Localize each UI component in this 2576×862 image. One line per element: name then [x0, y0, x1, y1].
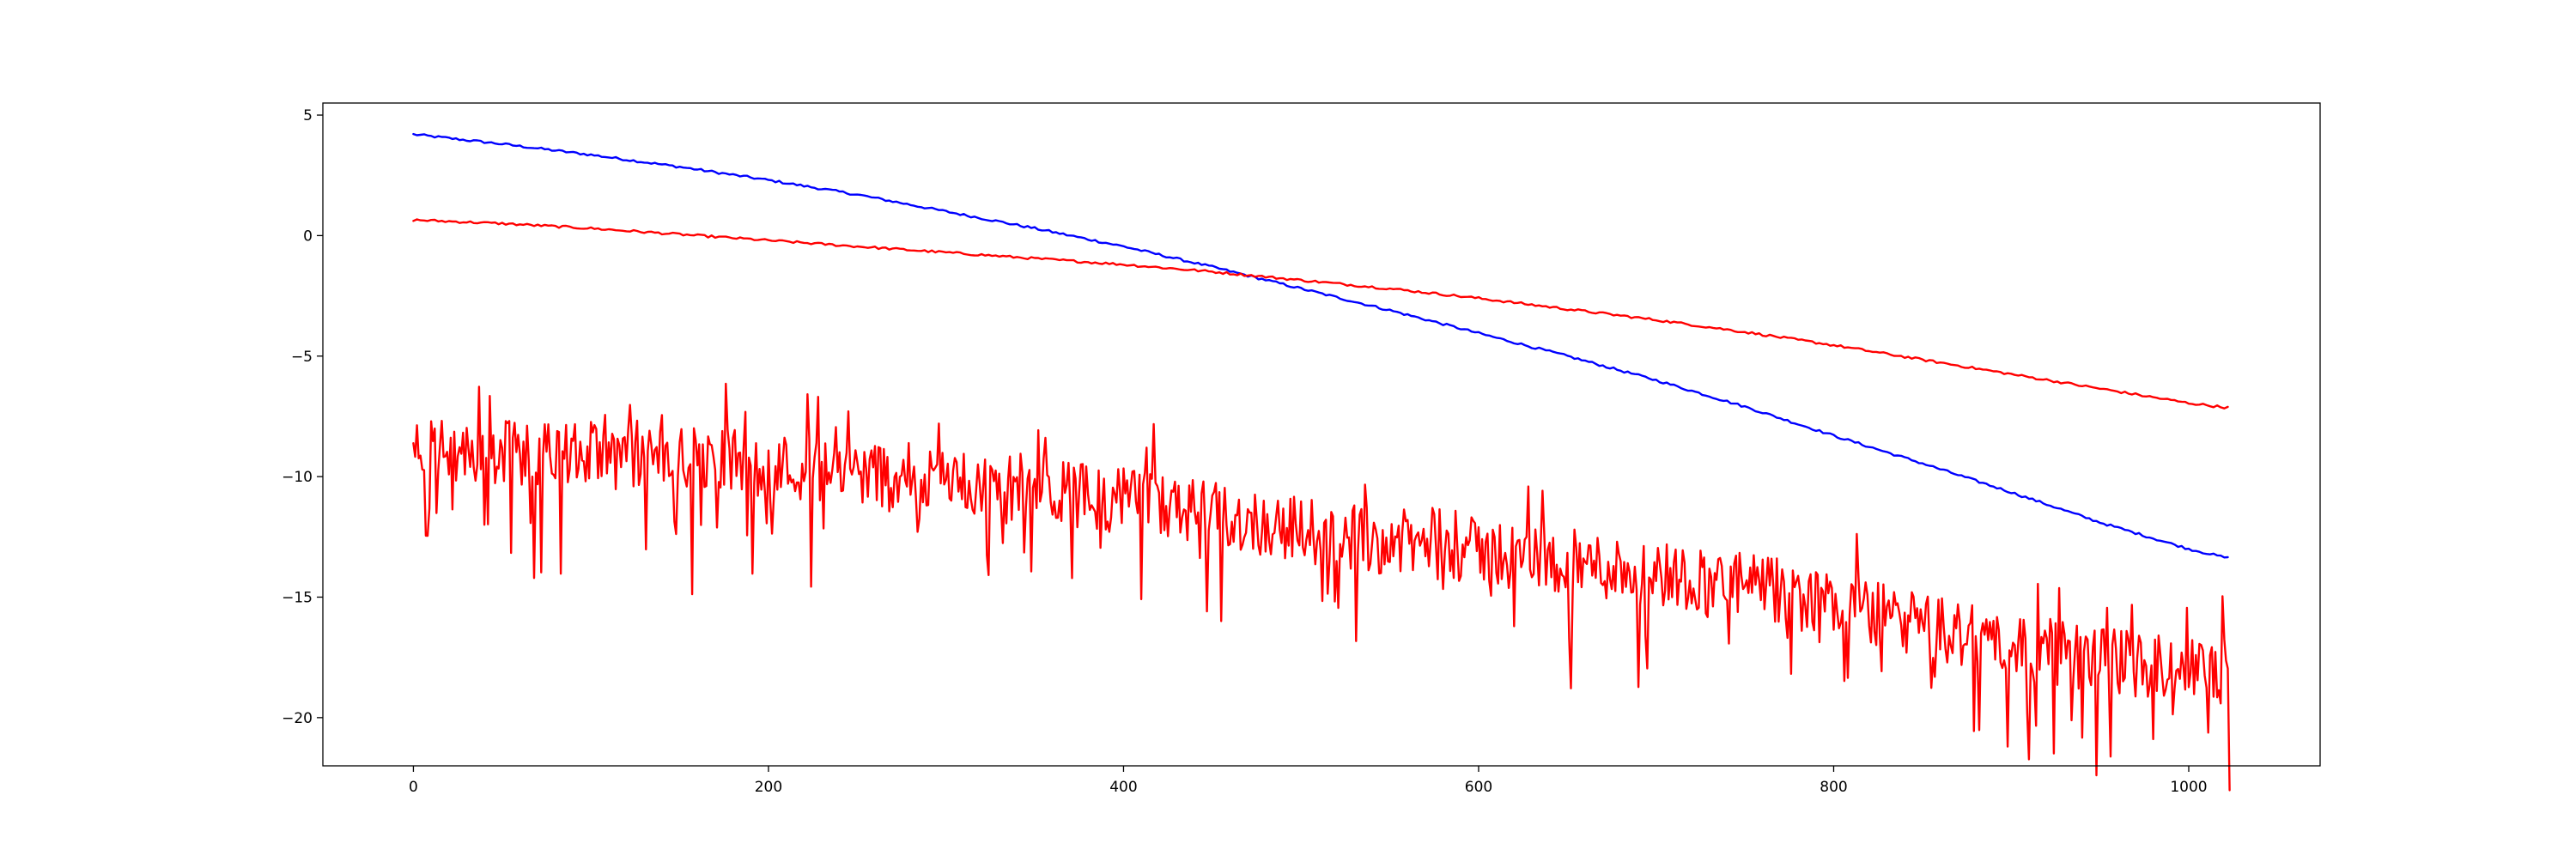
- y-tick-label: 0: [303, 228, 313, 245]
- series-line-1: [412, 132, 2229, 559]
- series-line-3: [412, 382, 2231, 792]
- series-line-2: [412, 218, 2229, 410]
- y-axis-ticks: 5 0 −5 −10 −15 −20: [282, 107, 323, 727]
- y-tick-label: −20: [282, 710, 313, 727]
- y-tick-label: 5: [303, 107, 313, 124]
- x-tick-label: 1000: [2170, 779, 2207, 796]
- x-tick-label: 600: [1465, 779, 1492, 796]
- x-tick-label: 800: [1820, 779, 1847, 796]
- x-axis-ticks: 0 200 400 600 800 1000: [409, 766, 2208, 796]
- y-tick-label: −10: [282, 469, 313, 486]
- y-tick-label: −15: [282, 589, 313, 606]
- series-layer: [412, 132, 2231, 792]
- x-tick-label: 0: [409, 779, 418, 796]
- x-tick-label: 200: [755, 779, 782, 796]
- plot-frame: [322, 102, 2321, 767]
- x-tick-label: 400: [1109, 779, 1137, 796]
- y-tick-label: −5: [291, 349, 313, 366]
